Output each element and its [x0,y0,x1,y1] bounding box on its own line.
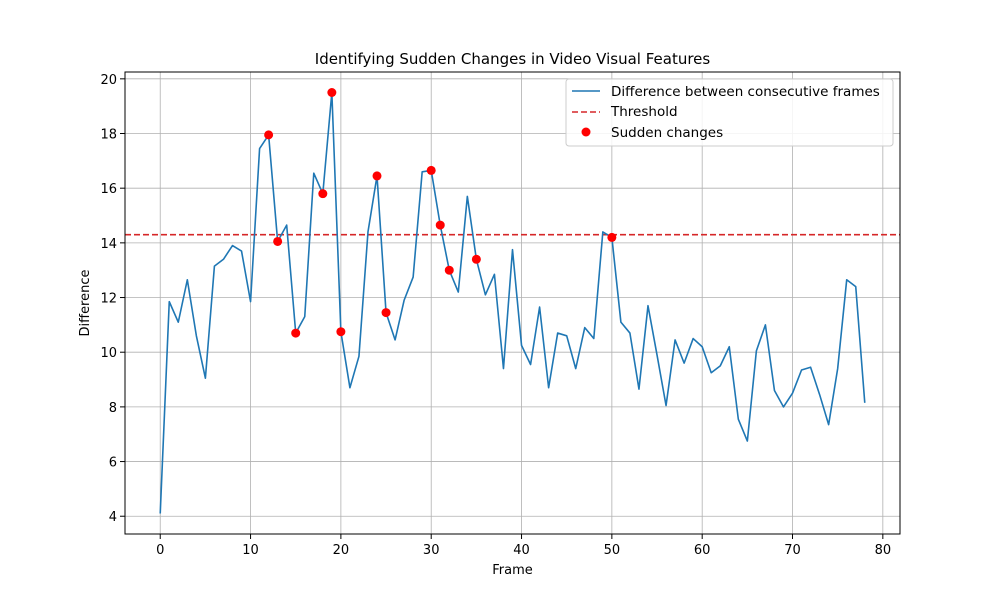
y-tick-label: 6 [109,456,117,471]
legend: Difference between consecutive frames Th… [565,78,894,147]
y-tick-label: 4 [109,510,117,525]
sudden-change-point [273,236,283,246]
x-tick-label: 10 [242,543,259,558]
y-tick-label: 10 [100,346,117,361]
x-tick-label: 80 [875,543,892,558]
series-line-difference [159,91,866,514]
x-tick-label: 0 [156,543,164,558]
legend-label-difference: Difference between consecutive frames [611,84,880,100]
line-layer [159,91,866,514]
y-tick-label: 8 [109,401,117,416]
x-tick-label: 70 [784,543,801,558]
sudden-change-point [381,308,391,318]
x-tick-label: 40 [513,543,530,558]
y-tick-label: 14 [100,237,117,252]
x-axis: 0 10 20 30 40 50 60 70 80 [156,534,891,558]
y-tick-label: 20 [100,73,117,88]
sudden-change-point [435,220,445,230]
sudden-change-point [291,328,301,338]
grid [125,72,900,534]
sudden-change-point [372,171,382,181]
y-tick-label: 16 [100,182,117,197]
sudden-change-point [471,254,481,264]
chart-title: Identifying Sudden Changes in Video Visu… [315,50,711,68]
y-tick-label: 12 [100,292,117,307]
sudden-change-point [336,327,346,337]
legend-label-sudden-changes: Sudden changes [611,125,723,141]
sudden-change-point [327,88,337,98]
x-tick-label: 20 [333,543,350,558]
x-axis-label: Frame [492,563,533,578]
y-axis-label: Difference [78,269,93,336]
legend-label-threshold: Threshold [610,104,678,120]
marker-layer [264,88,617,338]
legend-box [565,78,894,147]
y-axis: 4 6 8 10 12 14 16 18 20 [100,73,125,525]
x-tick-label: 30 [423,543,440,558]
sudden-change-point [264,130,274,140]
x-tick-label: 50 [604,543,621,558]
legend-marker-swatch [581,127,591,137]
sudden-change-point [426,165,436,175]
sudden-change-point [444,265,454,275]
x-tick-label: 60 [694,543,711,558]
y-tick-label: 18 [100,128,117,143]
plot-area [124,71,901,535]
sudden-change-point [607,232,617,242]
sudden-change-point [318,189,328,199]
